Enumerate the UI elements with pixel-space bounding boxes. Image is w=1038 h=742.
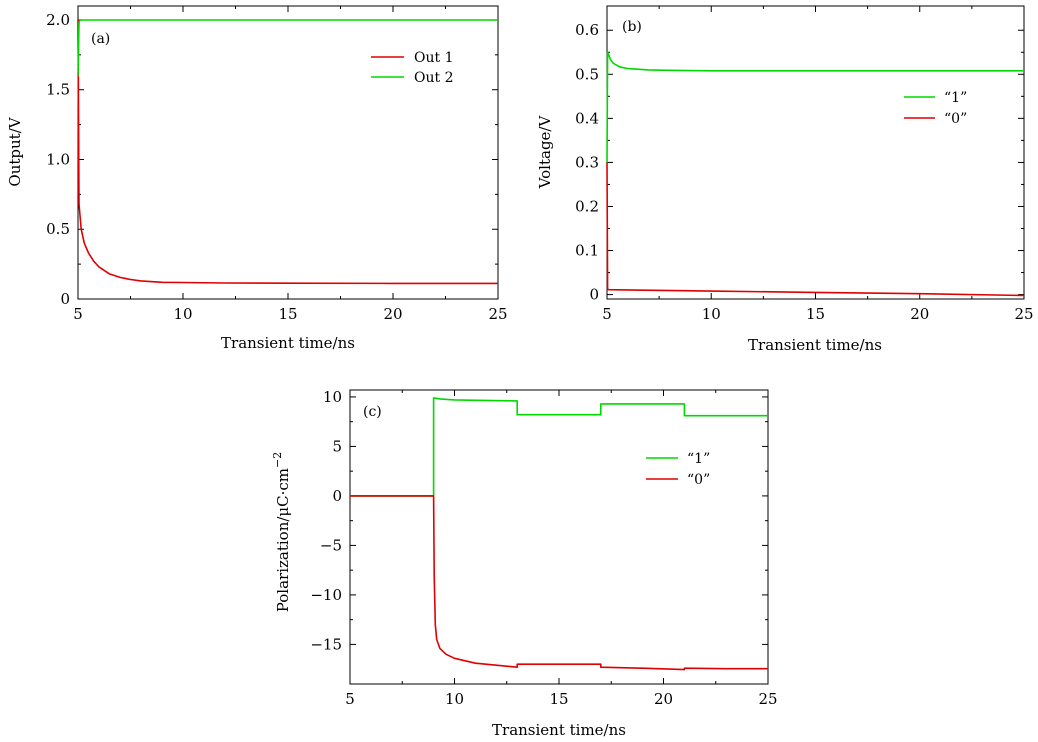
panel-c-ylabel: Polarization/μC·cm−2 — [271, 452, 292, 612]
panel-b: Transient time/ns Voltage/V (b) “1” “0” … — [536, 5, 1034, 354]
panel-b-xlabel: Transient time/ns — [748, 336, 882, 354]
panel-c-series-1-line — [350, 397, 768, 497]
panel-c-legend: “1” “0” — [646, 451, 710, 488]
panel-b-label: (b) — [622, 19, 642, 35]
panel-a-legend-label-out1: Out 1 — [414, 50, 453, 66]
panel-c-xtick-label: 15 — [549, 690, 568, 708]
panel-a: Transient time/ns Output/V (a) Out 1 Out… — [6, 5, 508, 352]
panel-b-ylabel: Voltage/V — [536, 115, 554, 190]
panel-c-legend-label-0: “0” — [687, 472, 710, 488]
panel-b-xtick-label: 25 — [1014, 305, 1033, 323]
panel-c-ylabel-superscript: −2 — [271, 452, 284, 468]
panel-b-ytick-label: 0.5 — [575, 65, 599, 83]
panel-b-xtick-label: 20 — [910, 305, 929, 323]
panel-a-ytick-label: 0 — [60, 290, 70, 308]
panel-a-xtick-label: 25 — [488, 305, 507, 323]
panel-c-xtick-label: 5 — [345, 690, 355, 708]
panel-b-xtick-label: 10 — [702, 305, 721, 323]
panel-c-ytick-label: −10 — [310, 586, 342, 604]
panel-b-frame — [606, 5, 1025, 300]
panel-c-legend-label-1: “1” — [687, 451, 710, 467]
panel-c-xtick-label: 10 — [445, 690, 464, 708]
panel-a-ytick-label: 1.5 — [46, 81, 70, 99]
panel-a-xtick-label: 10 — [173, 305, 192, 323]
panel-b-series-2-line — [606, 162, 1025, 297]
panel-c-ytick-label: −15 — [310, 635, 342, 653]
panel-a-legend-label-out2: Out 2 — [414, 70, 453, 86]
panel-b-xtick-label: 5 — [602, 305, 612, 323]
panel-c-xtick-label: 20 — [654, 690, 673, 708]
panel-a-xtick-label: 5 — [73, 305, 83, 323]
panel-a-series-2-line — [77, 19, 498, 76]
panel-a-ytick-label: 0.5 — [46, 220, 70, 238]
panel-c-label: (c) — [363, 404, 382, 420]
panel-a-label: (a) — [91, 31, 110, 47]
panel-b-ytick-label: 0.4 — [575, 109, 599, 127]
panel-a-xtick-label: 20 — [383, 305, 402, 323]
panel-c: Transient time/ns Polarization/μC·cm−2 (… — [271, 388, 778, 739]
panel-c-frame — [349, 389, 769, 685]
panel-a-ytick-label: 1.0 — [46, 150, 70, 168]
panel-b-legend: “1” “0” — [904, 90, 967, 127]
panel-b-ytick-label: 0.1 — [575, 242, 599, 260]
panel-c-series-2-line — [350, 495, 768, 671]
panel-a-series-1-line — [77, 19, 498, 285]
panel-c-ytick-label: 10 — [323, 388, 342, 406]
panel-c-ylabel-main: Polarization/μC·cm — [274, 468, 292, 612]
panel-b-ytick-label: 0.2 — [575, 197, 599, 215]
panel-b-ytick-label: 0.6 — [575, 21, 599, 39]
panel-b-legend-label-1: “1” — [944, 90, 967, 106]
panel-c-ytick-label: 0 — [332, 487, 342, 505]
panel-c-ytick-label: 5 — [332, 437, 342, 455]
panel-c-xtick-label: 25 — [758, 690, 777, 708]
panel-b-legend-label-0: “0” — [944, 111, 967, 127]
panel-a-legend: Out 1 Out 2 — [371, 50, 453, 86]
panel-b-xtick-label: 15 — [806, 305, 825, 323]
panel-b-series-1-line — [606, 51, 1024, 163]
panel-b-ytick-label: 0 — [589, 286, 599, 304]
panel-a-xtick-label: 15 — [278, 305, 297, 323]
panel-a-xlabel: Transient time/ns — [221, 334, 355, 352]
panel-b-ytick-label: 0.3 — [575, 153, 599, 171]
panel-a-ylabel: Output/V — [6, 116, 24, 186]
panel-c-xlabel: Transient time/ns — [492, 721, 626, 739]
panel-c-ytick-label: −5 — [320, 536, 342, 554]
panel-a-ytick-label: 2.0 — [46, 11, 70, 29]
